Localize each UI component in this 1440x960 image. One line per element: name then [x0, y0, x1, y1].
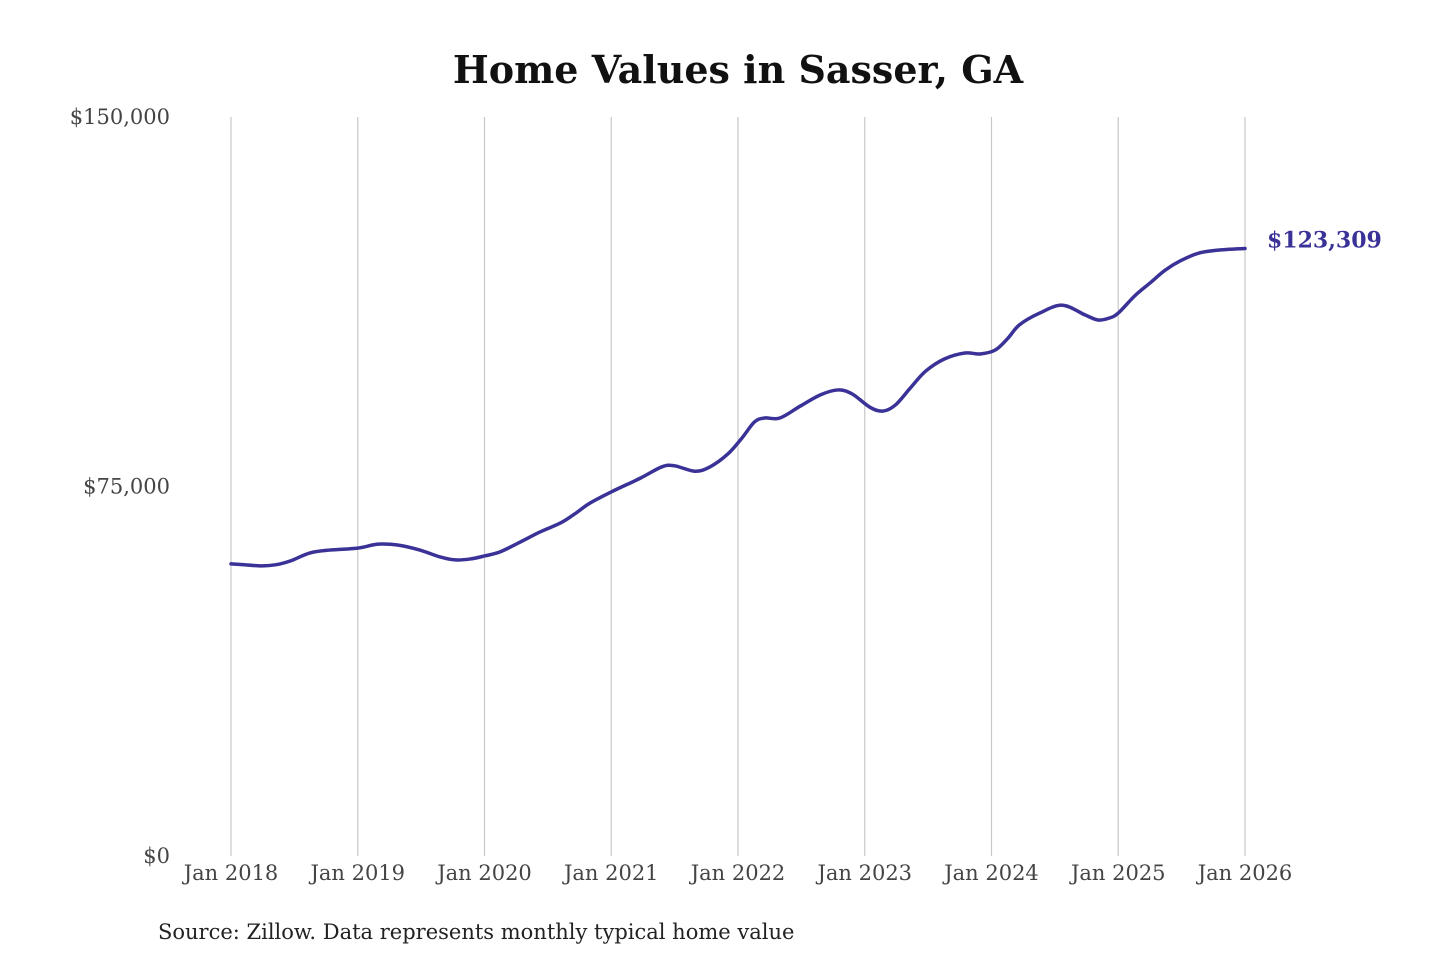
chart-title: Home Values in Sasser, GA [453, 47, 1024, 92]
x-tick-label: Jan 2019 [308, 861, 405, 885]
x-axis: Jan 2018 Jan 2019 Jan 2020 Jan 2021 Jan 2022… [182, 861, 1293, 885]
x-tick-label: Jan 2020 [435, 861, 532, 885]
x-tick-label: Jan 2018 [182, 861, 279, 885]
x-tick-label: Jan 2021 [562, 861, 659, 885]
source-note: Source: Zillow. Data represents monthly … [158, 920, 794, 944]
x-tick-label: Jan 2026 [1196, 861, 1293, 885]
grid-lines [230, 117, 1246, 856]
x-tick-label: Jan 2022 [689, 861, 786, 885]
x-tick-label: Jan 2024 [942, 861, 1039, 885]
y-axis: $0 $75,000 $150,000 [70, 105, 170, 868]
y-tick-label: $75,000 [83, 475, 170, 499]
y-tick-label: $150,000 [70, 105, 170, 129]
series-line [229, 246, 1247, 568]
y-tick-label: $0 [143, 844, 170, 868]
x-tick-label: Jan 2025 [1069, 861, 1166, 885]
end-value-label: $123,309 [1267, 227, 1382, 253]
x-tick-label: Jan 2023 [815, 861, 912, 885]
